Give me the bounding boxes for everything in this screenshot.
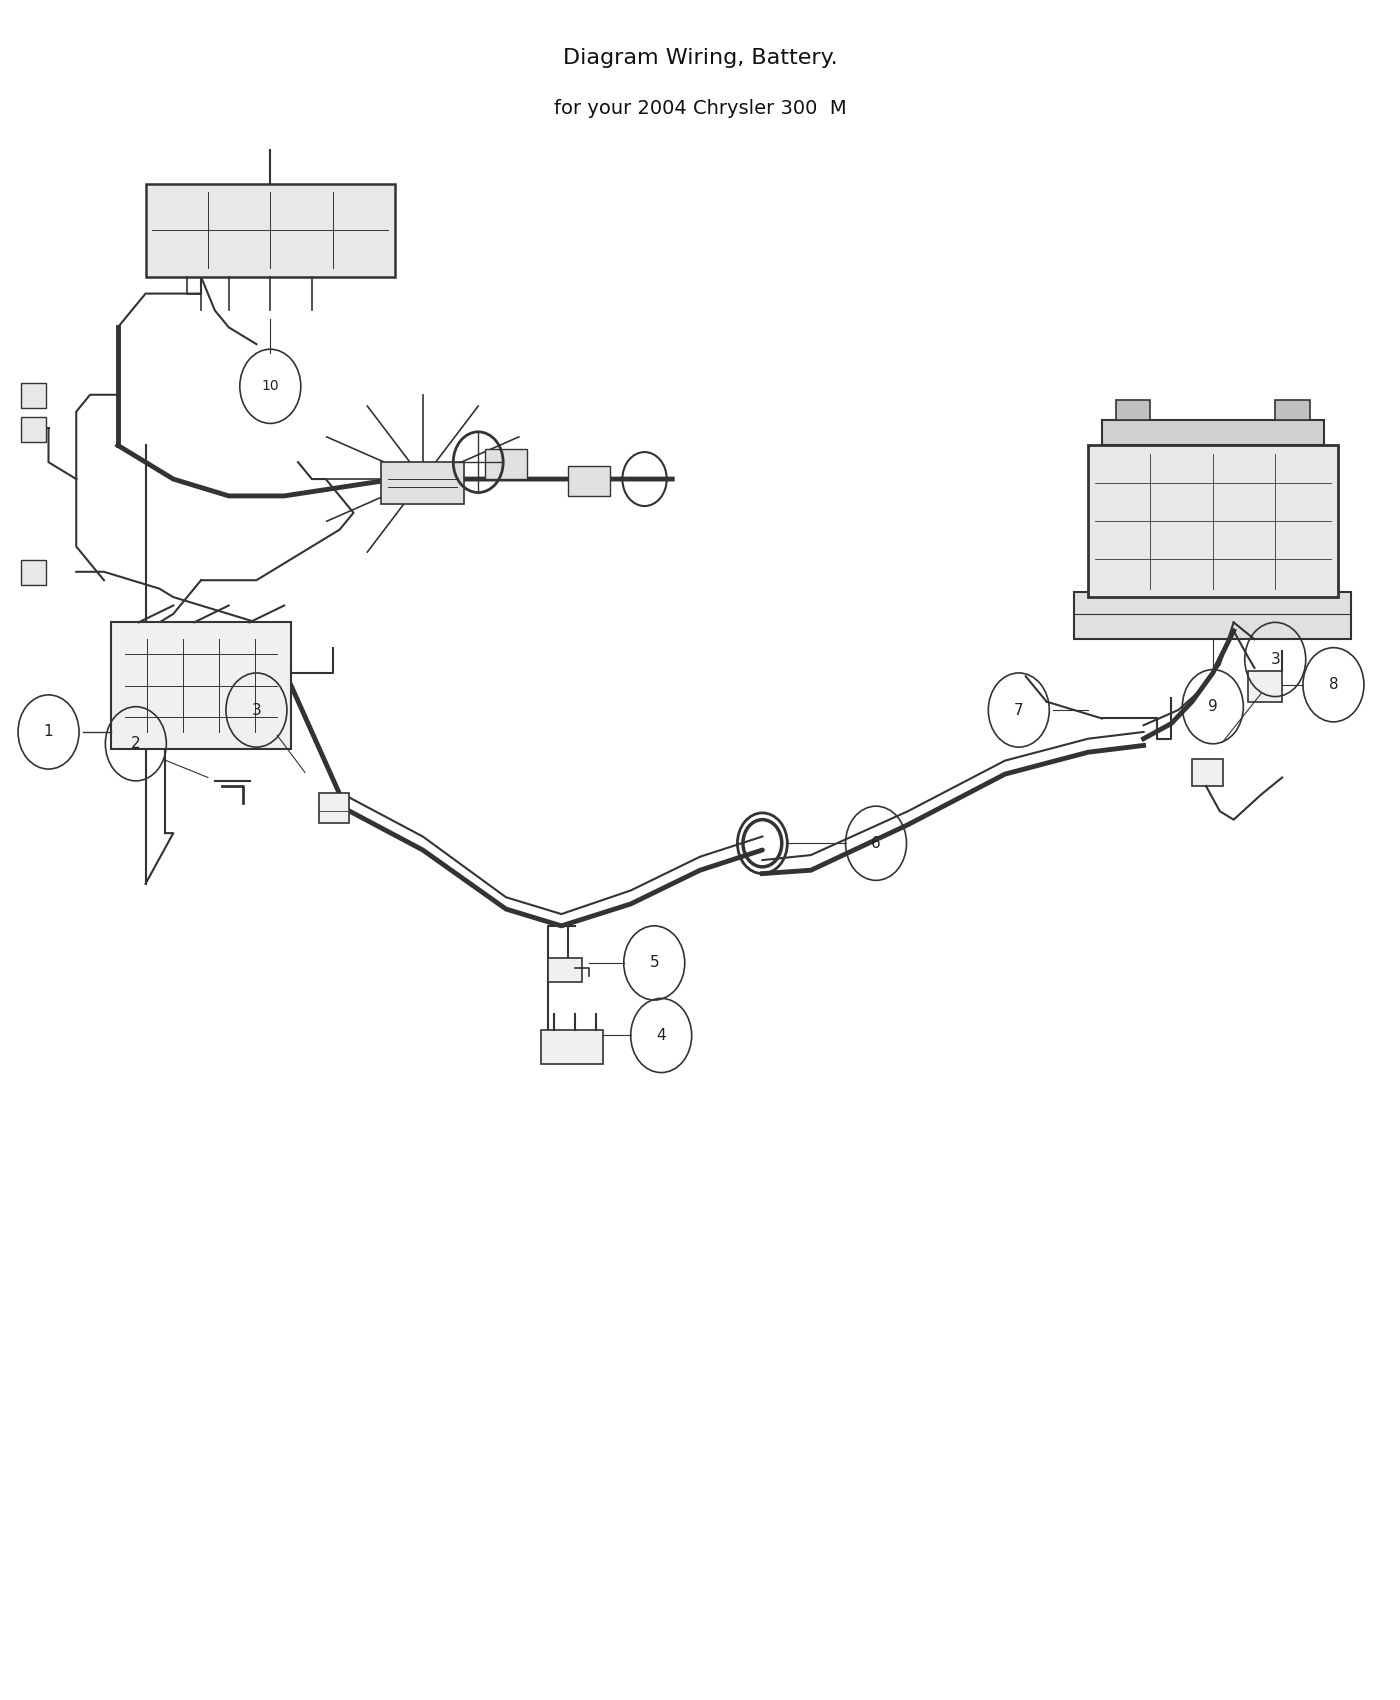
- Text: Diagram Wiring, Battery.: Diagram Wiring, Battery.: [563, 48, 837, 68]
- FancyBboxPatch shape: [1275, 400, 1310, 420]
- Text: 3: 3: [252, 702, 262, 717]
- FancyBboxPatch shape: [111, 622, 291, 748]
- FancyBboxPatch shape: [381, 462, 465, 505]
- FancyBboxPatch shape: [568, 466, 610, 496]
- FancyBboxPatch shape: [1102, 420, 1324, 445]
- FancyBboxPatch shape: [21, 416, 46, 442]
- FancyBboxPatch shape: [486, 449, 526, 479]
- FancyBboxPatch shape: [21, 559, 46, 585]
- FancyBboxPatch shape: [1191, 758, 1222, 785]
- FancyBboxPatch shape: [1074, 592, 1351, 639]
- Text: 9: 9: [1208, 699, 1218, 714]
- FancyBboxPatch shape: [540, 1030, 603, 1064]
- Text: 1: 1: [43, 724, 53, 740]
- Text: 3: 3: [1270, 653, 1280, 666]
- FancyBboxPatch shape: [1088, 445, 1337, 597]
- Text: 8: 8: [1329, 677, 1338, 692]
- Text: 10: 10: [262, 379, 279, 393]
- FancyBboxPatch shape: [547, 957, 582, 981]
- Text: 5: 5: [650, 955, 659, 971]
- FancyBboxPatch shape: [146, 184, 395, 277]
- FancyBboxPatch shape: [1116, 400, 1151, 420]
- FancyBboxPatch shape: [319, 792, 350, 823]
- FancyBboxPatch shape: [1247, 672, 1282, 702]
- FancyBboxPatch shape: [21, 382, 46, 408]
- Text: 6: 6: [871, 836, 881, 850]
- Text: 7: 7: [1014, 702, 1023, 717]
- Text: 4: 4: [657, 1028, 666, 1044]
- Text: for your 2004 Chrysler 300  M: for your 2004 Chrysler 300 M: [553, 99, 847, 117]
- Text: 2: 2: [132, 736, 140, 751]
